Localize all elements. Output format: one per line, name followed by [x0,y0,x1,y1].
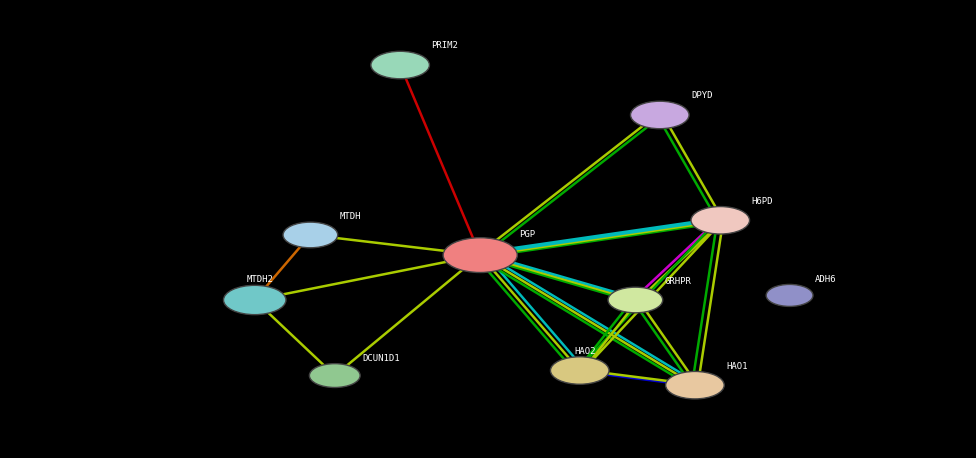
Circle shape [371,51,429,79]
Text: MTDH2: MTDH2 [247,275,274,284]
Circle shape [608,287,663,313]
Text: ADH6: ADH6 [815,274,836,284]
Circle shape [766,284,813,306]
Text: PRIM2: PRIM2 [431,41,459,50]
Text: HAO1: HAO1 [726,361,748,371]
Text: DPYD: DPYD [691,91,712,100]
Circle shape [283,222,338,248]
Circle shape [691,207,750,234]
Circle shape [224,285,286,315]
Text: DCUN1D1: DCUN1D1 [362,354,400,363]
Text: MTDH: MTDH [340,212,361,221]
Circle shape [550,357,609,384]
Circle shape [309,364,360,387]
Text: H6PD: H6PD [752,196,773,206]
Text: HAO2: HAO2 [575,347,596,356]
Circle shape [666,371,724,399]
Circle shape [630,101,689,129]
Text: GRHPR: GRHPR [665,277,692,286]
Text: PGP: PGP [519,229,536,239]
Circle shape [443,238,517,273]
